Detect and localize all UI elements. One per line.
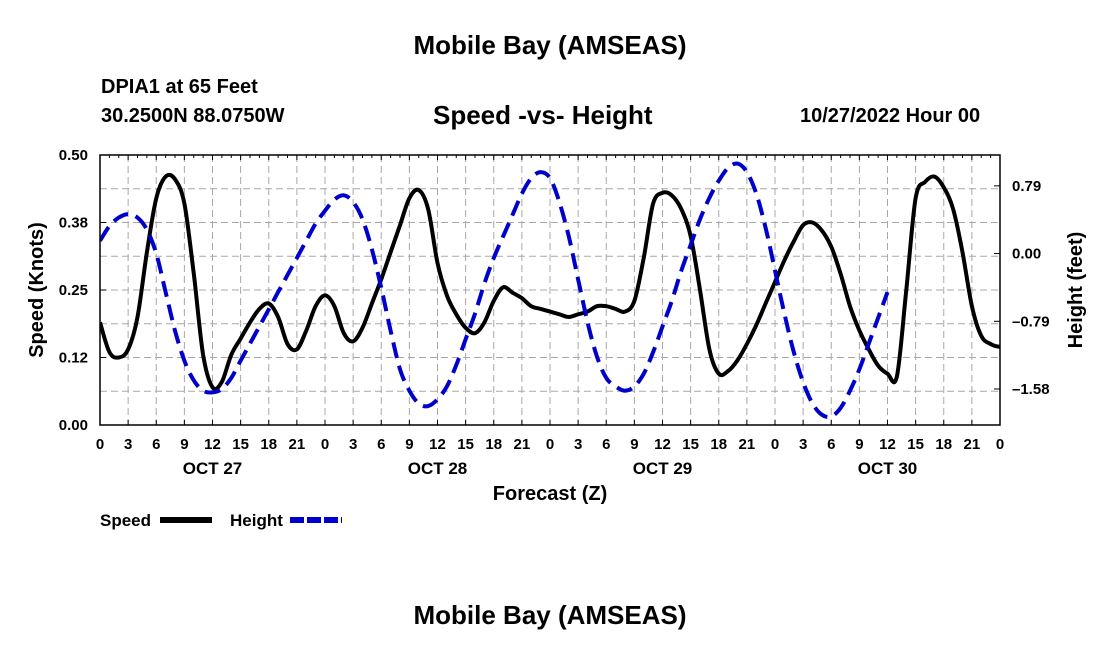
day-label: OCT 29 <box>633 459 693 478</box>
y2-axis-title: Height (feet) <box>1065 232 1087 349</box>
y-axis-title: Speed (Knots) <box>26 222 48 358</box>
axes: 0 3 6 9 12 15 18 21 0 3 6 9 12 15 18 21 0 3 6 9 12 15 18 21 0 3 6 9… <box>59 147 1050 478</box>
x-tick-label: 6 <box>152 436 160 453</box>
x-tick-label: 18 <box>710 436 727 453</box>
x-tick-label: 6 <box>602 436 610 453</box>
x-tick-label: 21 <box>739 436 756 453</box>
chart-subtitle: Speed -vs- Height <box>433 100 653 130</box>
x-tick-label: 9 <box>630 436 638 453</box>
legend: Speed Height <box>100 511 342 530</box>
y2-tick-label: 0.00 <box>1012 246 1041 263</box>
x-tick-label: 0 <box>546 436 554 453</box>
y-tick-label: 0.50 <box>59 147 88 164</box>
y2-tick-label: –1.58 <box>1012 381 1050 398</box>
bottom-title: Mobile Bay (AMSEAS) <box>413 600 687 630</box>
x-tick-label: 6 <box>377 436 385 453</box>
x-tick-label: 15 <box>682 436 699 453</box>
x-tick-label: 3 <box>349 436 357 453</box>
x-tick-label: 12 <box>654 436 671 453</box>
y2-tick-label: –0.79 <box>1012 313 1050 330</box>
x-tick-label: 0 <box>996 436 1004 453</box>
x-tick-label: 9 <box>405 436 413 453</box>
y2-tick-label: 0.79 <box>1012 178 1041 195</box>
y-tick-label: 0.25 <box>59 282 88 299</box>
forecast-datetime: 10/27/2022 Hour 00 <box>800 105 981 127</box>
x-tick-label: 18 <box>260 436 277 453</box>
series-speed-line <box>100 172 1000 392</box>
day-label: OCT 28 <box>408 459 468 478</box>
series-layer <box>100 161 1000 419</box>
x-tick-label: 0 <box>771 436 779 453</box>
series-height-line <box>100 161 890 419</box>
day-label: OCT 27 <box>183 459 243 478</box>
x-tick-label: 3 <box>799 436 807 453</box>
y-tick-label: 0.38 <box>59 215 88 232</box>
legend-speed-label: Speed <box>100 511 151 530</box>
x-tick-label: 21 <box>289 436 306 453</box>
x-tick-label: 15 <box>907 436 924 453</box>
x-tick-label: 21 <box>514 436 531 453</box>
x-tick-label: 6 <box>827 436 835 453</box>
x-tick-label: 12 <box>429 436 446 453</box>
x-tick-label: 3 <box>124 436 132 453</box>
x-tick-label: 15 <box>457 436 474 453</box>
page-title: Mobile Bay (AMSEAS) <box>413 30 687 60</box>
station-label: DPIA1 at 65 Feet <box>101 76 258 98</box>
grid <box>100 155 1000 425</box>
y-tick-label: 0.12 <box>59 350 88 367</box>
x-tick-label: 0 <box>96 436 104 453</box>
x-tick-label: 12 <box>204 436 221 453</box>
x-tick-label: 21 <box>964 436 981 453</box>
x-tick-label: 18 <box>485 436 502 453</box>
x-tick-label: 9 <box>180 436 188 453</box>
x-tick-label: 0 <box>321 436 329 453</box>
x-tick-label: 9 <box>855 436 863 453</box>
coordinates-label: 30.2500N 88.0750W <box>101 105 285 127</box>
x-tick-label: 3 <box>574 436 582 453</box>
legend-height-label: Height <box>230 511 283 530</box>
day-label: OCT 30 <box>858 459 918 478</box>
x-tick-label: 15 <box>232 436 249 453</box>
x-axis-title: Forecast (Z) <box>493 483 607 505</box>
y-tick-label: 0.00 <box>59 417 88 434</box>
x-tick-label: 18 <box>935 436 952 453</box>
x-tick-label: 12 <box>879 436 896 453</box>
